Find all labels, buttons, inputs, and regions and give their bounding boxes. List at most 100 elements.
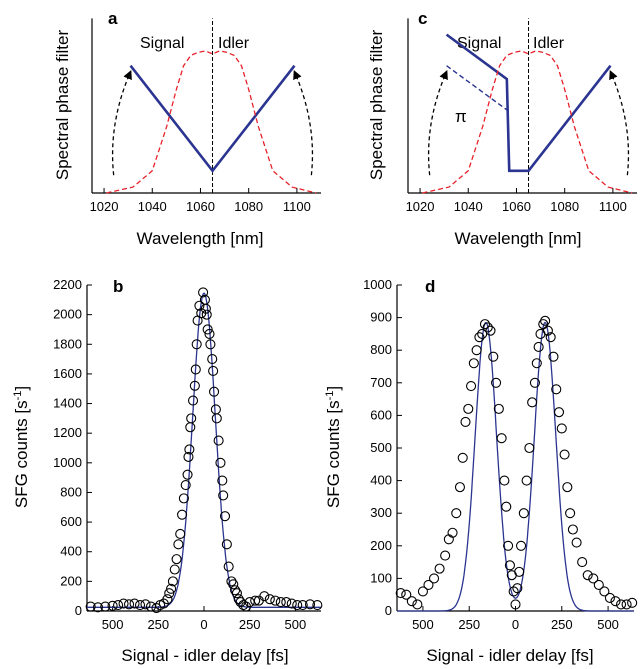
panel-c-idler-header: Idler <box>533 35 565 52</box>
b-data-point-2 <box>100 601 111 612</box>
b-data-point-18 <box>169 564 180 575</box>
d-data-point-13 <box>457 452 468 463</box>
a-flip-arrow-2 <box>111 69 132 176</box>
panel-c-spectral-phase-chart: c Signal Idler Spectral phase filter Wav… <box>367 9 637 248</box>
panel-b-scatter-chart: b SFG counts [s-1] Signal - idler delay … <box>12 277 323 665</box>
b-data-point-33 <box>191 339 202 350</box>
d-data-point-15 <box>463 403 474 414</box>
d-y-tick-label-5: 500 <box>370 440 392 455</box>
d-data-point-38 <box>518 508 529 519</box>
a-spectrum-curve <box>106 50 317 194</box>
b-data-point-43 <box>205 339 216 350</box>
b-y-tick-label-2: 400 <box>60 544 82 559</box>
c-phase-line <box>445 33 612 173</box>
b-data-point-31 <box>189 380 200 391</box>
b-data-point-54 <box>221 539 232 550</box>
b-data-point-69 <box>270 595 281 606</box>
d-data-point-37 <box>516 540 527 551</box>
panel-d-scatter-chart: d SFG counts [s-1] Signal - idler delay … <box>324 277 638 665</box>
b-data-point-65 <box>250 595 261 606</box>
b-data-point-32 <box>190 364 201 375</box>
panel-b-y-label-main: SFG counts [s <box>12 400 31 508</box>
d-data-point-18 <box>471 345 482 356</box>
d-data-point-8 <box>440 550 451 561</box>
d-data-point-33 <box>508 586 519 597</box>
panel-a-plot-area <box>91 18 321 194</box>
b-data-point-1 <box>92 602 104 613</box>
d-data-point-7 <box>434 563 445 574</box>
d-data-point-67 <box>621 599 632 610</box>
b-y-tick-label-10: 2000 <box>53 307 82 322</box>
panel-d-plot-area <box>395 285 638 612</box>
d-data-point-53 <box>556 423 567 434</box>
d-data-point-63 <box>599 586 610 597</box>
d-data-point-54 <box>559 449 570 460</box>
c-x-tick-label-3: 1080 <box>550 199 579 214</box>
panel-d-x-axis-label: Signal - idler delay [fs] <box>426 646 593 665</box>
b-data-point-29 <box>186 413 197 424</box>
b-data-point-19 <box>171 554 182 565</box>
d-data-point-26 <box>493 403 504 414</box>
b-data-point-14 <box>162 594 173 605</box>
panel-d-y-axis-label: SFG counts [s-1] <box>324 386 343 508</box>
d-data-point-41 <box>527 397 538 408</box>
d-x-tick-label-0: 500 <box>412 617 434 632</box>
panel-d-y-label-main: SFG counts [s <box>324 400 343 508</box>
b-y-tick-label-5: 1000 <box>53 455 82 470</box>
b-data-point-46 <box>209 386 220 397</box>
b-data-point-10 <box>145 601 157 612</box>
d-data-point-4 <box>417 586 428 597</box>
c-x-tick-label-1: 1040 <box>454 199 483 214</box>
d-data-point-36 <box>514 566 525 577</box>
b-data-point-3 <box>107 600 118 611</box>
b-x-tick-label-0: 500 <box>102 617 124 632</box>
d-y-tick-label-8: 800 <box>370 342 392 357</box>
b-data-point-16 <box>166 583 177 594</box>
panel-c-plot-area <box>407 18 637 194</box>
panel-c-pi-annotation: π <box>455 107 467 126</box>
b-data-point-58 <box>230 585 241 596</box>
a-phase-line <box>129 64 296 173</box>
panel-a-y-axis-label: Spectral phase filter <box>53 30 72 181</box>
d-data-point-34 <box>510 599 521 610</box>
b-data-point-51 <box>217 475 228 486</box>
b-data-point-9 <box>140 599 151 610</box>
b-fit-curve <box>87 292 321 608</box>
b-data-point-73 <box>292 600 303 611</box>
d-y-tick-label-0: 0 <box>385 603 392 618</box>
d-data-point-39 <box>521 475 532 486</box>
b-y-tick-label-1: 200 <box>60 573 82 588</box>
panel-b-y-label-tail: ] <box>12 386 31 391</box>
d-data-point-65 <box>610 596 621 607</box>
d-data-point-43 <box>531 358 542 369</box>
d-data-point-3 <box>412 599 423 610</box>
d-data-point-47 <box>540 315 551 326</box>
b-y-tick-label-11: 2200 <box>53 277 82 292</box>
b-x-tick-label-4: 500 <box>285 617 307 632</box>
b-y-tick-label-0: 0 <box>75 603 82 618</box>
b-data-point-70 <box>275 597 286 608</box>
d-data-point-60 <box>582 570 593 581</box>
b-data-point-5 <box>118 598 129 609</box>
d-data-point-12 <box>454 482 466 493</box>
panel-a-spectral-phase-chart: a Signal Idler Spectral phase filter Wav… <box>53 9 321 248</box>
a-x-tick-label-1: 1040 <box>138 199 167 214</box>
b-data-point-52 <box>218 490 229 501</box>
b-data-point-23 <box>178 493 189 504</box>
panel-a-idler-header: Idler <box>218 35 250 52</box>
d-data-point-16 <box>466 381 477 392</box>
d-data-point-42 <box>529 377 540 388</box>
b-x-tick-label-1: 250 <box>147 617 169 632</box>
d-data-point-10 <box>447 527 458 538</box>
b-data-point-56 <box>226 576 237 587</box>
d-data-point-28 <box>499 475 510 486</box>
b-data-point-71 <box>281 597 292 608</box>
panel-d-y-label-tail: ] <box>324 386 343 391</box>
panel-a-x-ticks: 1020 1040 1060 1080 1100 <box>90 188 311 214</box>
b-data-point-47 <box>210 404 221 415</box>
b-data-point-41 <box>202 324 213 335</box>
d-y-tick-label-1: 100 <box>370 570 392 585</box>
d-data-point-24 <box>488 351 499 362</box>
b-data-point-6 <box>123 599 135 610</box>
